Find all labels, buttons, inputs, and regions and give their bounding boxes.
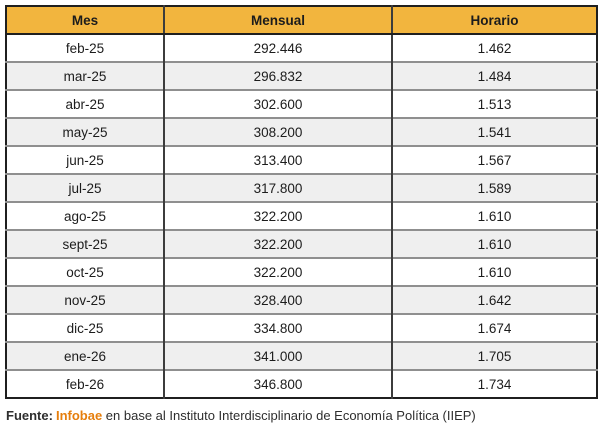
table-row: oct-25 322.200 1.610 xyxy=(6,258,597,286)
source-link[interactable]: Infobae xyxy=(55,408,103,423)
cell-mes: ene-26 xyxy=(6,342,165,370)
cell-horario: 1.462 xyxy=(477,40,512,56)
table-header: Mes Mensual Horario xyxy=(6,6,597,35)
cell-mensual: 296.832 xyxy=(164,62,393,90)
page: Mes Mensual Horario feb-25 292.446 1.462 ma… xyxy=(5,5,610,423)
cell-mes: ago-25 xyxy=(6,202,165,230)
header-cell-mes: Mes xyxy=(6,6,165,35)
cell-mensual: 317.800 xyxy=(164,174,393,202)
cell-mes: jul-25 xyxy=(6,174,165,202)
cell-horario: 1.734 xyxy=(477,376,512,392)
table-body: feb-25 292.446 1.462 mar-25 296.832 1.484 abr-… xyxy=(6,34,597,398)
cell-mensual: 322.200 xyxy=(164,202,393,230)
table-row: abr-25 302.600 1.513 xyxy=(6,90,597,118)
cell-horario: 1.610 xyxy=(477,208,512,224)
cell-horario: 1.567 xyxy=(477,152,512,168)
cell-mes: abr-25 xyxy=(6,90,165,118)
cell-horario: 1.610 xyxy=(477,264,512,280)
cell-mensual: 302.600 xyxy=(164,90,393,118)
table-row: nov-25 328.400 1.642 xyxy=(6,286,597,314)
cell-mes: jun-25 xyxy=(6,146,165,174)
cell-horario: 1.705 xyxy=(477,348,512,364)
cell-mensual: 346.800 xyxy=(164,370,393,398)
cell-horario: 1.674 xyxy=(477,320,512,336)
cell-horario: 1.541 xyxy=(477,124,512,140)
table-row: mar-25 296.832 1.484 xyxy=(6,62,597,90)
table-row: ago-25 322.200 1.610 xyxy=(6,202,597,230)
salary-table: Mes Mensual Horario feb-25 292.446 1.462 ma… xyxy=(5,5,598,399)
cell-horario: 1.642 xyxy=(477,292,512,308)
cell-mes: dic-25 xyxy=(6,314,165,342)
header-cell-mensual: Mensual xyxy=(164,6,393,35)
cell-mensual: 328.400 xyxy=(164,286,393,314)
cell-mensual: 292.446 xyxy=(164,34,393,62)
table-row: jul-25 317.800 1.589 xyxy=(6,174,597,202)
cell-mensual: 313.400 xyxy=(164,146,393,174)
cell-mes: mar-25 xyxy=(6,62,165,90)
source-label: Fuente: xyxy=(6,408,53,423)
source-description: en base al Instituto Interdisciplinario … xyxy=(102,408,476,423)
cell-horario: 1.513 xyxy=(477,96,512,112)
cell-horario: 1.610 xyxy=(477,236,512,252)
cell-mes: sept-25 xyxy=(6,230,165,258)
cell-mes: oct-25 xyxy=(6,258,165,286)
cell-mensual: 308.200 xyxy=(164,118,393,146)
cell-mes: feb-26 xyxy=(6,370,165,398)
cell-mes: may-25 xyxy=(6,118,165,146)
table-row: feb-26 346.800 1.734 xyxy=(6,370,597,398)
table-row: jun-25 313.400 1.567 xyxy=(6,146,597,174)
cell-mes: nov-25 xyxy=(6,286,165,314)
cell-mes: feb-25 xyxy=(6,34,165,62)
table-row: dic-25 334.800 1.674 xyxy=(6,314,597,342)
cell-mensual: 334.800 xyxy=(164,314,393,342)
table-row: may-25 308.200 1.541 xyxy=(6,118,597,146)
header-row: Mes Mensual Horario xyxy=(6,6,597,35)
table-row: sept-25 322.200 1.610 xyxy=(6,230,597,258)
table-row: ene-26 341.000 1.705 xyxy=(6,342,597,370)
cell-mensual: 322.200 xyxy=(164,230,393,258)
source-caption: Fuente: Infobae en base al Instituto Inte… xyxy=(6,408,610,423)
header-cell-horario: Horario xyxy=(392,6,597,35)
cell-mensual: 341.000 xyxy=(164,342,393,370)
table-row: feb-25 292.446 1.462 xyxy=(6,34,597,62)
cell-horario: 1.484 xyxy=(477,68,512,84)
cell-horario: 1.589 xyxy=(477,180,512,196)
cell-mensual: 322.200 xyxy=(164,258,393,286)
